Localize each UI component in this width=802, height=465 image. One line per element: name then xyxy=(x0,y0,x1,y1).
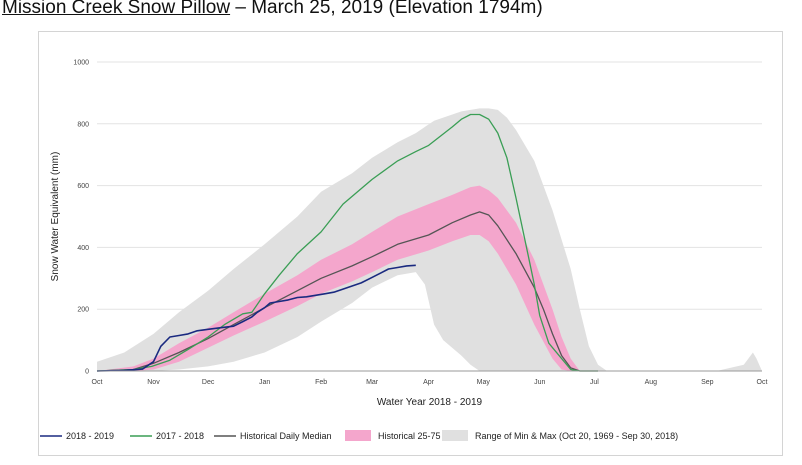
x-tick-label: Jul xyxy=(590,379,599,386)
legend-label-historical-25-75: Historical 25-75 xyxy=(378,431,441,441)
x-tick-label: Oct xyxy=(92,379,103,386)
legend-label-range-of-min-max-oct-20-1969-sep-30-2018: Range of Min & Max (Oct 20, 1969 - Sep 3… xyxy=(475,431,678,441)
line-2018-2019 xyxy=(96,264,416,372)
chart-title: Mission Creek Snow Pillow – March 25, 20… xyxy=(2,0,543,23)
band-layer xyxy=(97,108,762,372)
legend-label-historical-daily-median: Historical Daily Median xyxy=(240,431,332,441)
y-tick-label: 200 xyxy=(77,307,89,314)
title-station: Mission Creek Snow Pillow xyxy=(2,0,231,18)
axes: 0 200 400 600 800 1000 Oct Nov Dec Jan Feb Mar Apr Ma… xyxy=(73,60,767,387)
y-tick-label: 0 xyxy=(85,369,89,376)
legend-label-2018-2019: 2018 - 2019 xyxy=(66,431,114,441)
y-tick-label: 1000 xyxy=(73,60,89,67)
y-tick-label: 800 xyxy=(77,121,89,128)
x-tick-label: Feb xyxy=(315,379,327,386)
y-tick-label: 400 xyxy=(77,245,89,252)
x-axis-title: Water Year 2018 - 2019 xyxy=(377,397,483,408)
legend-swatch-historical-25-75 xyxy=(345,430,371,441)
x-tick-label: Apr xyxy=(423,379,435,386)
title-date-elevation: – March 25, 2019 (Elevation 1794m) xyxy=(230,0,543,18)
legend: 2018 - 2019 2017 - 2018 Historical Daily M… xyxy=(40,430,678,441)
y-tick-label: 600 xyxy=(77,183,89,190)
x-tick-label: Dec xyxy=(202,379,215,386)
x-tick-label: Sep xyxy=(701,379,714,386)
x-tick-label: Oct xyxy=(757,379,768,386)
x-tick-label: Jan xyxy=(259,379,270,386)
band-historical-25-75 xyxy=(97,185,589,371)
y-axis-title: Snow Water Equivalent (mm) xyxy=(50,152,61,282)
x-tick-label: May xyxy=(477,379,491,386)
line-historical-daily-median xyxy=(96,211,598,372)
x-tick-label: Jun xyxy=(534,379,545,386)
legend-label-2017-2018: 2017 - 2018 xyxy=(156,431,204,441)
x-tick-label: Mar xyxy=(366,379,379,386)
line-layer xyxy=(96,113,598,372)
legend-swatch-range-of-min-max-oct-20-1969-sep-30-2018 xyxy=(442,430,468,441)
x-tick-label: Aug xyxy=(645,379,658,386)
x-tick-label: Nov xyxy=(147,379,160,386)
